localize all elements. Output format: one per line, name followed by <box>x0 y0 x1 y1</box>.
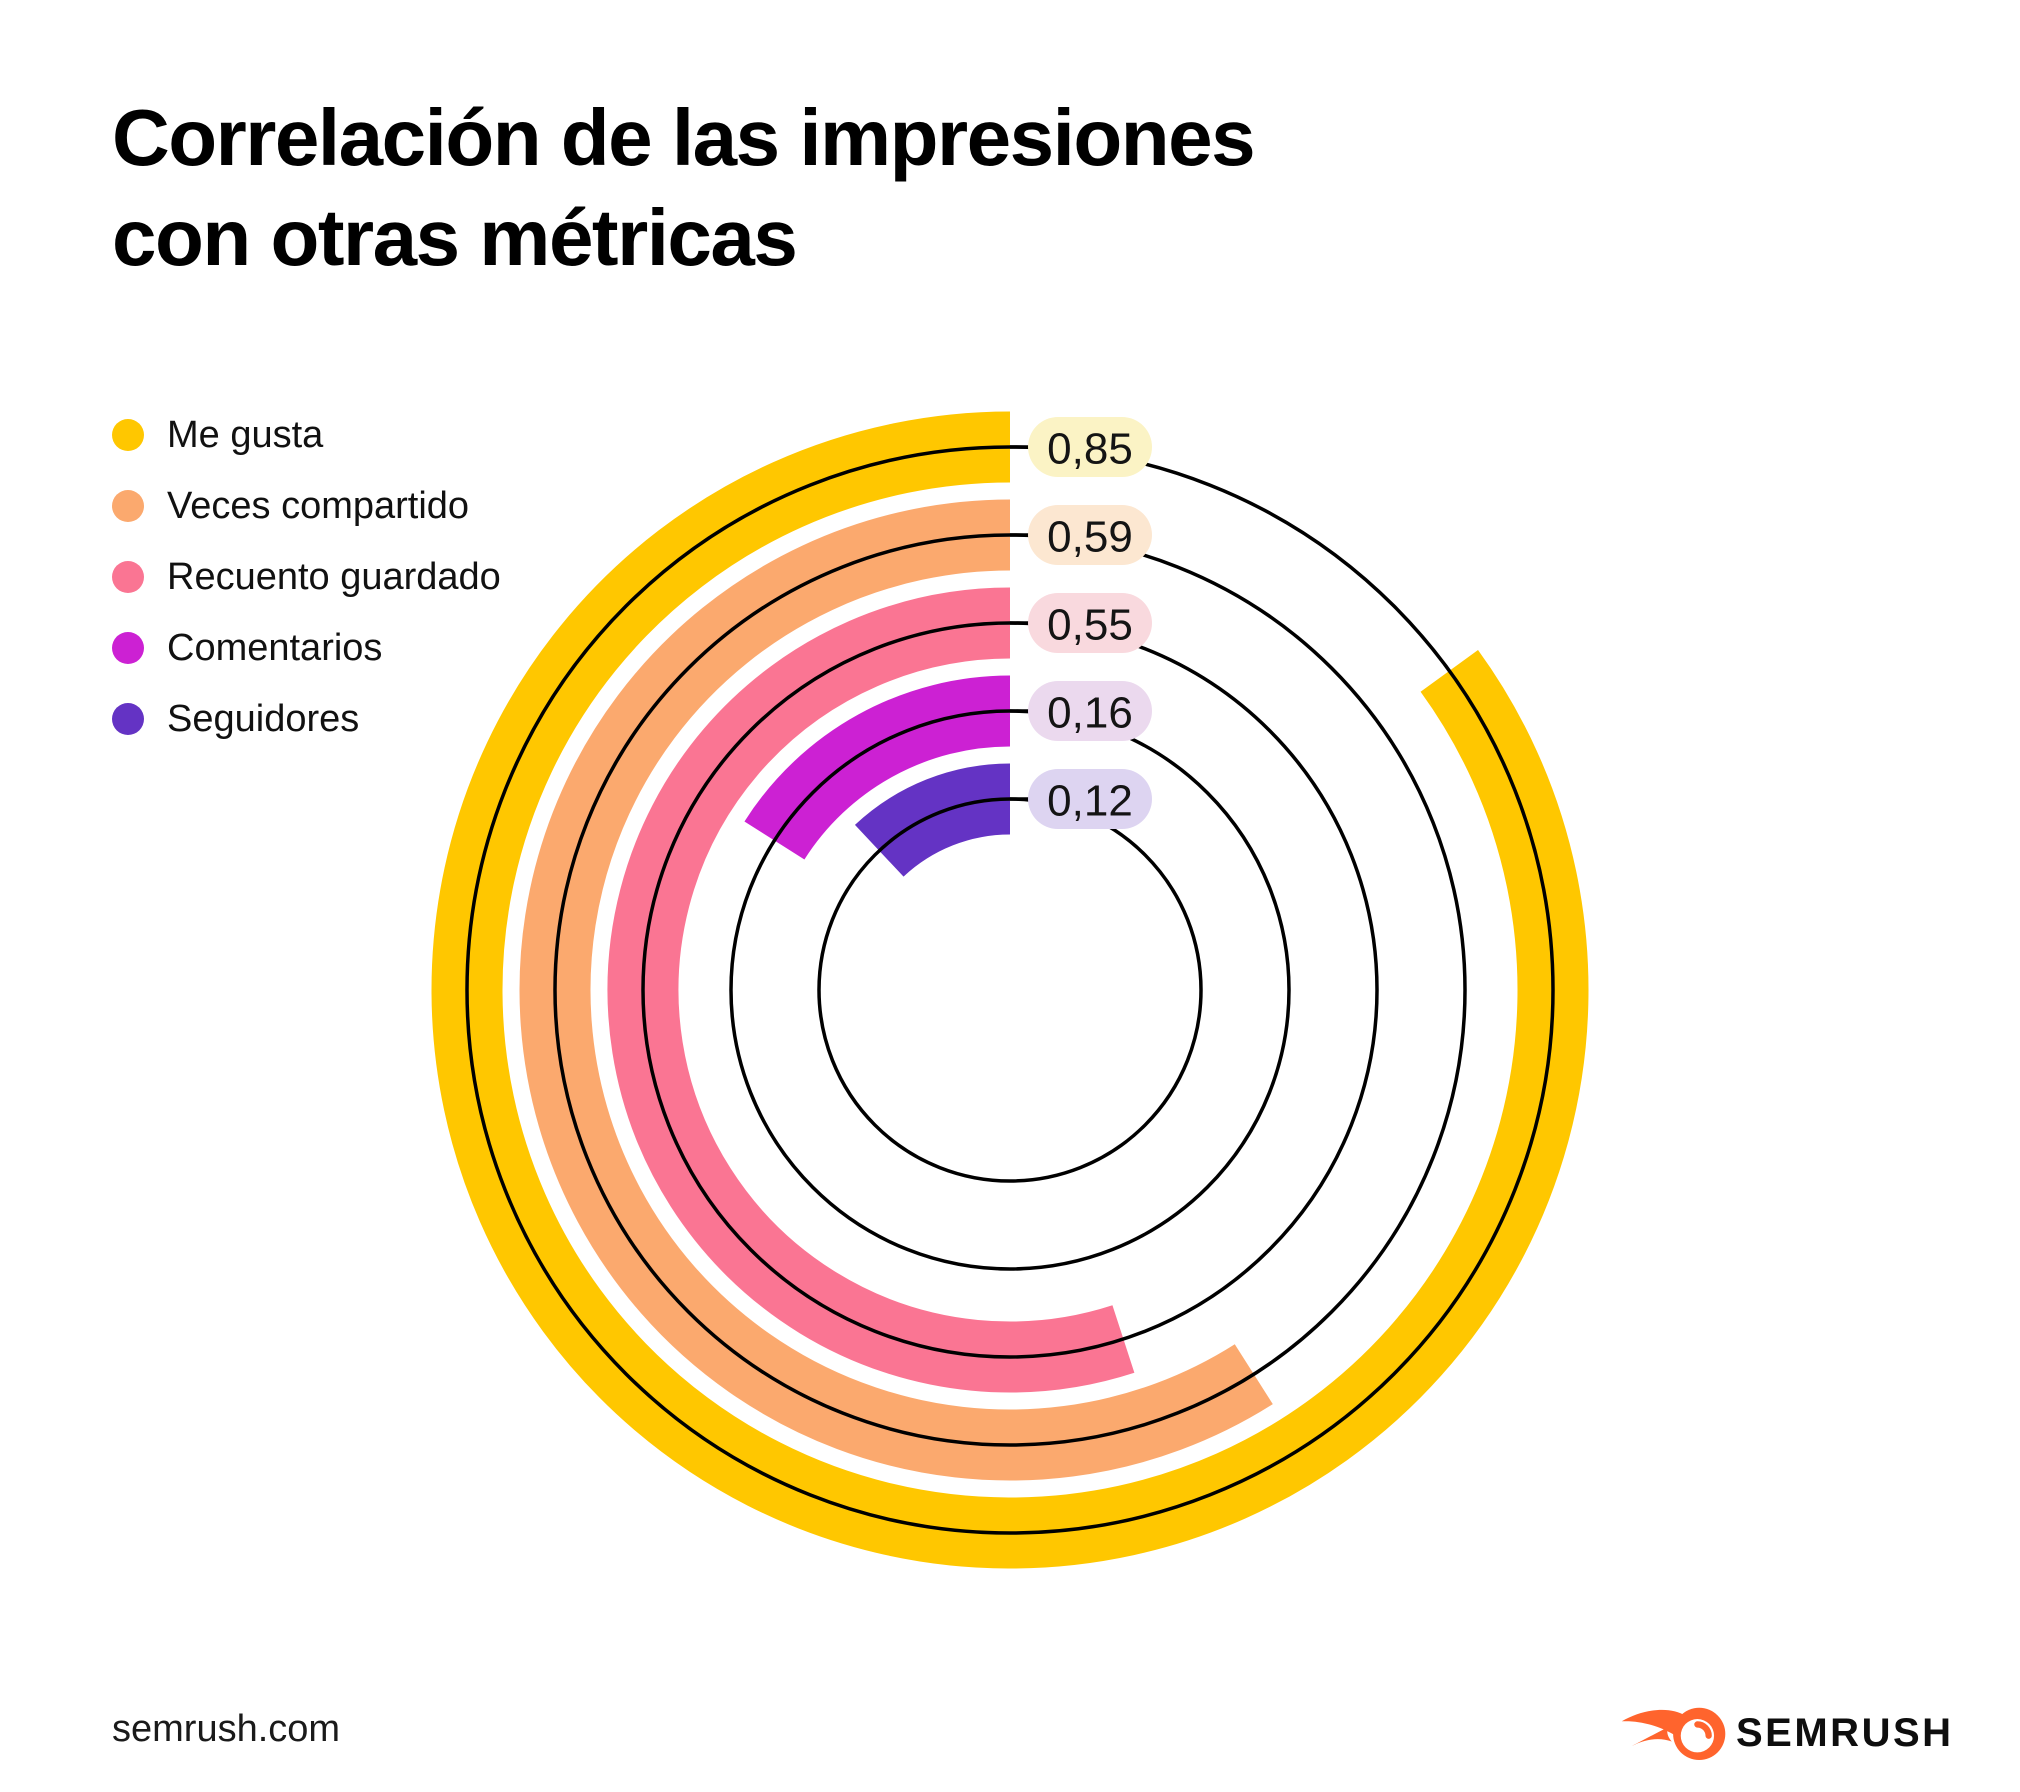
legend-item-veces-compartido: Veces compartido <box>112 485 501 527</box>
guide-circle-seguidores <box>817 797 1203 1183</box>
legend-item-seguidores: Seguidores <box>112 698 501 740</box>
badge-value: 0,55 <box>1047 601 1133 650</box>
legend-dot-comentarios <box>112 632 144 664</box>
badge-value: 0,12 <box>1047 777 1133 826</box>
legend-dot-veces-compartido <box>112 490 144 522</box>
chart-title-line2: con otras métricas <box>112 193 798 282</box>
semrush-wordmark: SEMRUSH <box>1736 1710 1954 1755</box>
legend-dot-me-gusta <box>112 419 144 451</box>
arc-seguidores <box>854 763 1011 878</box>
badge-value: 0,59 <box>1047 513 1133 562</box>
legend-dot-recuento-guardado <box>112 561 144 593</box>
legend-item-recuento-guardado: Recuento guardado <box>112 556 501 598</box>
value-badge-comentarios: 0,16 <box>1028 681 1152 741</box>
legend-item-comentarios: Comentarios <box>112 627 501 669</box>
chart-title-line1: Correlación de las impresiones <box>112 93 1256 182</box>
value-badge-seguidores: 0,12 <box>1028 769 1152 829</box>
badge-pill <box>1028 505 1152 565</box>
chart-title: Correlación de las impresiones con otras… <box>112 88 1256 288</box>
legend-label: Veces compartido <box>167 484 470 527</box>
badge-pill <box>1028 417 1152 477</box>
badge-pill <box>1028 593 1152 653</box>
legend-label: Comentarios <box>167 626 383 669</box>
semrush-logo: SEMRUSH <box>1620 1704 1954 1762</box>
semrush-flame-icon <box>1621 1707 1726 1760</box>
legend-label: Recuento guardado <box>167 555 501 598</box>
badge-value: 0,85 <box>1047 425 1133 474</box>
chart-legend: Me gusta Veces compartido Recuento guard… <box>112 414 501 774</box>
legend-dot-seguidores <box>112 703 144 735</box>
badge-pill <box>1028 769 1152 829</box>
footer-site-url: semrush.com <box>112 1708 341 1750</box>
value-badge-recuento-guardado: 0,55 <box>1028 593 1152 653</box>
value-badge-veces-compartido: 0,59 <box>1028 505 1152 565</box>
value-badge-me-gusta: 0,85 <box>1028 417 1152 477</box>
legend-label: Me gusta <box>167 413 324 456</box>
legend-item-me-gusta: Me gusta <box>112 414 501 456</box>
badge-value: 0,16 <box>1047 689 1133 738</box>
legend-label: Seguidores <box>167 697 360 740</box>
badge-pill <box>1028 681 1152 741</box>
